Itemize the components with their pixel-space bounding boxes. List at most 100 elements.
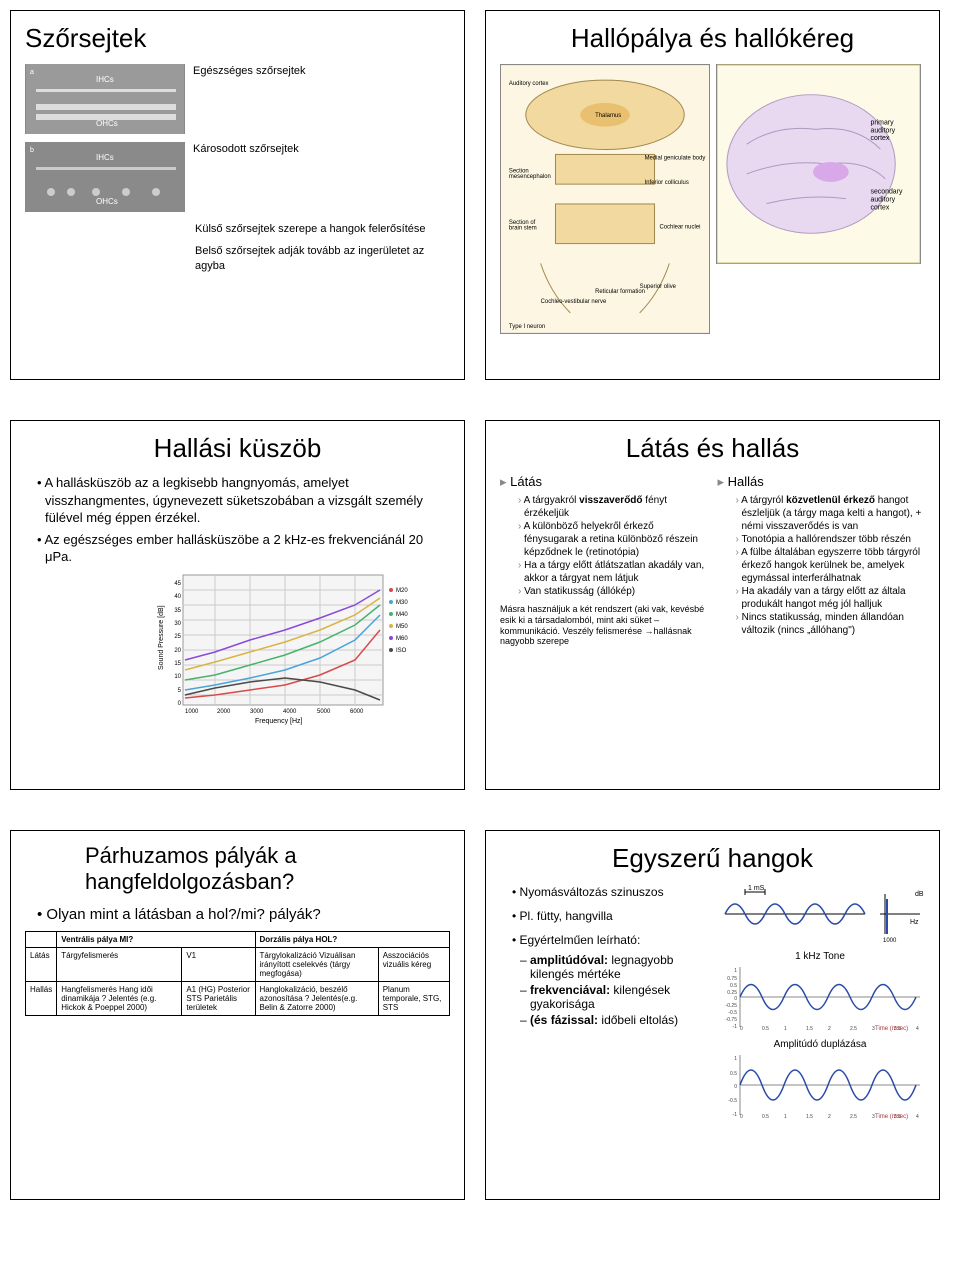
table-row: Hallás Hangfelismerés Hang idői dinamiká… xyxy=(26,982,450,1016)
svg-text:Time (msec): Time (msec) xyxy=(875,1026,908,1032)
svg-text:auditory: auditory xyxy=(870,127,895,134)
wave-figures: 1 mS dB Hz 1000 1 kHz Tone xyxy=(715,884,925,1125)
svg-text:0.5: 0.5 xyxy=(730,983,737,989)
col-head-hallas: Hallás xyxy=(718,474,926,490)
hair-cells-svg: a IHCs OHCs xyxy=(26,64,184,134)
svg-text:1: 1 xyxy=(734,1056,737,1062)
hallas-item: Nincs statikusság, minden állandóan vált… xyxy=(736,611,926,637)
hallas-item: Tonotópia a hallórendszer több részén xyxy=(736,533,926,546)
slide-title: Látás és hallás xyxy=(500,433,925,464)
sub-amp: amplitúdóval: legnagyobb kilengés mérték… xyxy=(520,953,707,981)
svg-text:-0.5: -0.5 xyxy=(728,1098,737,1104)
sem-image-damaged: b IHCs OHCs xyxy=(25,142,185,212)
svg-text:M20: M20 xyxy=(396,588,408,594)
wave-top: 1 mS dB Hz 1000 xyxy=(715,884,925,944)
svg-text:Time (msec): Time (msec) xyxy=(875,1114,908,1120)
svg-text:0: 0 xyxy=(734,1084,737,1090)
hair-cells-damaged-svg: b IHCs OHCs xyxy=(26,142,184,212)
row-1: Szőrsejtek a IHCs OHCs Eg xyxy=(10,10,950,380)
slide-title: Hallópálya és hallókéreg xyxy=(500,23,925,54)
svg-text:-0.75: -0.75 xyxy=(726,1017,738,1023)
svg-text:auditory: auditory xyxy=(870,197,895,204)
slide-title: Párhuzamos pályák a hangfeldolgozásban? xyxy=(85,843,450,895)
td: Hallás xyxy=(26,982,57,1016)
pathways-table: Ventrális pálya MI? Dorzális pálya HOL? … xyxy=(25,931,450,1016)
slide-title: Egyszerű hangok xyxy=(500,843,925,874)
svg-text:Cochlear nuclei: Cochlear nuclei xyxy=(659,225,700,231)
svg-text:1000: 1000 xyxy=(883,938,897,944)
svg-text:0.5: 0.5 xyxy=(762,1114,769,1120)
svg-text:10: 10 xyxy=(174,674,181,680)
svg-text:M60: M60 xyxy=(396,636,408,642)
svg-text:40: 40 xyxy=(174,594,181,600)
svg-text:dB: dB xyxy=(915,891,924,898)
slide-title: Hallási küszöb xyxy=(25,433,450,464)
svg-text:1: 1 xyxy=(734,968,737,974)
wave-mid-title: 1 kHz Tone xyxy=(715,951,925,962)
text-outer: Külső szőrsejtek szerepe a hangok felerő… xyxy=(195,222,450,236)
td: Planum temporale, STG, STS xyxy=(378,982,449,1016)
brainstem-pathway-image: Auditory cortex Thalamus Section mesence… xyxy=(500,64,710,334)
svg-text:2: 2 xyxy=(828,1026,831,1032)
svg-text:0: 0 xyxy=(740,1114,743,1120)
svg-text:2.5: 2.5 xyxy=(850,1114,857,1120)
slide-latas-hallas: Látás és hallás Látás A tárgyakról vissz… xyxy=(485,420,940,790)
svg-text:0: 0 xyxy=(178,701,182,707)
td: Tárgyfelismerés xyxy=(57,948,182,982)
table-row: Ventrális pálya MI? Dorzális pálya HOL? xyxy=(26,932,450,948)
label-damaged: Károsodott szőrsejtek xyxy=(193,142,299,156)
svg-text:cortex: cortex xyxy=(870,135,889,142)
svg-text:-1: -1 xyxy=(733,1024,738,1030)
col-latas: Látás A tárgyakról visszaverődő fényt ér… xyxy=(500,474,708,647)
threshold-val: Az egészséges ember hallásküszöbe a 2 kH… xyxy=(37,531,450,566)
svg-text:secondary: secondary xyxy=(870,189,902,196)
col-head-latas: Látás xyxy=(500,474,708,490)
slide-szorsejtek: Szőrsejtek a IHCs OHCs Eg xyxy=(10,10,465,380)
left-text: Nyomásváltozás szinuszos Pl. fütty, hang… xyxy=(500,884,707,1125)
svg-text:M40: M40 xyxy=(396,612,408,618)
svg-text:Frequency [Hz]: Frequency [Hz] xyxy=(255,718,303,725)
svg-text:0.5: 0.5 xyxy=(730,1071,737,1077)
svg-text:1000: 1000 xyxy=(185,709,199,715)
svg-text:-0.5: -0.5 xyxy=(728,1010,737,1016)
th: Ventrális pálya MI? xyxy=(57,932,255,948)
svg-text:b: b xyxy=(30,147,34,154)
svg-text:0: 0 xyxy=(740,1026,743,1032)
svg-text:5000: 5000 xyxy=(317,709,331,715)
td: V1 xyxy=(182,948,255,982)
td: Látás xyxy=(26,948,57,982)
td: A1 (HG) Posterior STS Parietális terület… xyxy=(182,982,255,1016)
svg-text:Inferior colliculus: Inferior colliculus xyxy=(645,180,689,186)
svg-text:Type I neuron: Type I neuron xyxy=(509,324,545,330)
th: Dorzális pálya HOL? xyxy=(255,932,449,948)
svg-text:cortex: cortex xyxy=(870,205,889,212)
svg-text:brain stem: brain stem xyxy=(509,226,537,232)
slide-kuszob: Hallási küszöb A hallásküszöb az a legki… xyxy=(10,420,465,790)
svg-text:IHCs: IHCs xyxy=(96,75,114,84)
b1: Nyomásváltozás szinuszos xyxy=(512,884,707,900)
svg-text:-1: -1 xyxy=(733,1112,738,1118)
slide-egyszeru-hangok: Egyszerű hangok Nyomásváltozás szinuszos… xyxy=(485,830,940,1200)
row-2: Hallási küszöb A hallásküszöb az a legki… xyxy=(10,420,950,790)
svg-text:1.5: 1.5 xyxy=(806,1026,813,1032)
svg-text:1: 1 xyxy=(784,1114,787,1120)
svg-text:45: 45 xyxy=(174,581,181,587)
hallas-item: Ha akadály van a tárgy előtt az általa p… xyxy=(736,585,926,611)
svg-text:mesencephalon: mesencephalon xyxy=(509,174,551,180)
svg-text:20: 20 xyxy=(174,648,181,654)
svg-text:0.75: 0.75 xyxy=(727,976,737,982)
svg-text:Hz: Hz xyxy=(910,919,919,926)
svg-text:15: 15 xyxy=(174,661,181,667)
wave-mid: 1 0.75 0.5 0.25 0 -0.25 -0.5 -0.75 -1 00… xyxy=(715,962,925,1032)
wave-caption: Amplitúdó duplázása xyxy=(715,1039,925,1050)
svg-text:6000: 6000 xyxy=(350,709,364,715)
svg-text:4000: 4000 xyxy=(283,709,297,715)
td: Hanglokalizáció, beszélő azonosítása ? J… xyxy=(255,982,378,1016)
slide-parhuzamos: Párhuzamos pályák a hangfeldolgozásban? … xyxy=(10,830,465,1200)
td: Tárgylokalizáció Vizuálisan irányított c… xyxy=(255,948,378,982)
svg-text:30: 30 xyxy=(174,621,181,627)
b2: Pl. fütty, hangvilla xyxy=(512,908,707,924)
latas-item: Ha a tárgy előtt átlátszatlan akadály va… xyxy=(518,559,708,585)
svg-text:Reticular formation: Reticular formation xyxy=(595,289,645,295)
sub-question: Olyan mint a látásban a hol?/mi? pályák? xyxy=(37,905,450,925)
